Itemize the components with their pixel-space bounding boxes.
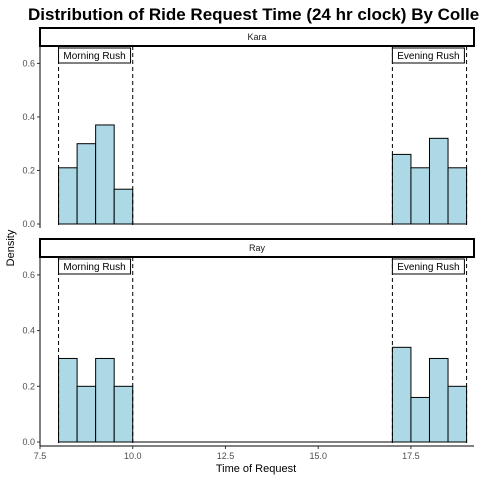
y-tick-label: 0.6 (22, 270, 35, 280)
y-tick-label: 0.2 (22, 165, 35, 175)
histogram-bar (113, 188, 134, 225)
histogram-bar (58, 167, 78, 225)
y-tick-label: 0.4 (22, 326, 35, 336)
x-axis-title: Time of Request (216, 463, 296, 475)
histogram-bar (58, 357, 78, 443)
annotation-box (58, 258, 132, 275)
histogram-bar (447, 167, 468, 225)
histogram-bar (391, 153, 412, 225)
histogram-bar (410, 396, 430, 443)
histogram-bar (76, 385, 97, 443)
annotation-box (58, 47, 132, 64)
y-tick-label: 0.2 (22, 381, 35, 391)
chart-title: Distribution of Ride Request Time (24 hr… (28, 5, 480, 24)
annotation-label: Evening Rush (397, 51, 459, 62)
y-tick-label: 0.4 (22, 112, 35, 122)
histogram-bar (410, 167, 430, 225)
facet-strip (39, 27, 475, 47)
annotation-label: Morning Rush (63, 51, 125, 62)
histogram-bar (113, 385, 134, 443)
facet-panel-kara: Kara Morning Rush Evening Rush 0.0 0.2 0.4 0.6 (22, 27, 475, 229)
annotation-label: Morning Rush (63, 262, 125, 273)
histogram-bar (428, 357, 449, 443)
x-tick-label: 10.0 (124, 451, 142, 461)
y-tick-label: 0.0 (22, 219, 35, 229)
facet-panels: Kara Morning Rush Evening Rush 0.0 0.2 0.4 0.6… (22, 27, 475, 447)
annotation-label: Evening Rush (397, 262, 459, 273)
y-tick-label: 0.0 (22, 437, 35, 447)
histogram-bar (428, 137, 449, 225)
y-axis-title: Density (5, 229, 17, 266)
facet-panel-ray: Ray Morning Rush Evening Rush 0.0 0.2 0.4 0.6 (22, 238, 475, 447)
facet-strip (39, 238, 475, 258)
x-tick-label: 17.5 (402, 451, 420, 461)
x-tick-label: 12.5 (217, 451, 235, 461)
facet-strip-label: Ray (249, 243, 266, 253)
histogram-bar (447, 385, 468, 443)
histogram-bar (95, 124, 115, 225)
y-tick-label: 0.6 (22, 58, 35, 68)
annotation-box (391, 258, 465, 275)
histogram-bar (95, 357, 115, 443)
x-tick-label: 7.5 (34, 451, 47, 461)
x-tick-label: 15.0 (309, 451, 327, 461)
facet-strip-label: Kara (247, 32, 266, 42)
annotation-box (391, 47, 465, 64)
histogram-bar (76, 143, 97, 225)
x-axis: 7.5 10.0 12.5 15.0 17.5 (34, 446, 420, 461)
histogram-bar (391, 346, 412, 443)
